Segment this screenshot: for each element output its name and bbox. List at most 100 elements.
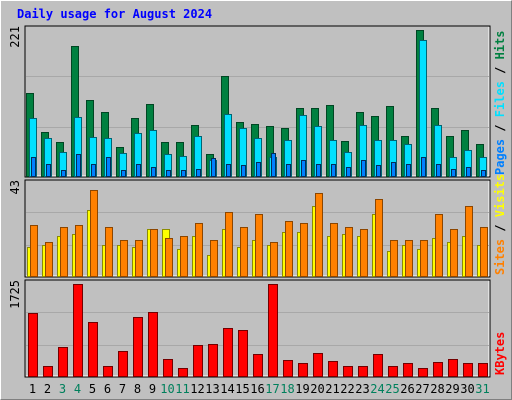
kbytes-bar	[358, 366, 368, 377]
sites-bar	[75, 225, 83, 277]
pages-bar	[436, 164, 441, 177]
sites-bar	[60, 227, 68, 277]
pages-bar	[361, 160, 366, 177]
x-tick-label: 2	[44, 382, 51, 396]
x-tick-label: 1	[29, 382, 36, 396]
x-tick-label: 22	[340, 382, 354, 396]
pages-bar	[466, 167, 471, 177]
sites-bar	[435, 214, 443, 277]
kbytes-bar	[328, 361, 338, 377]
kbytes-bar	[208, 344, 218, 377]
pages-bar	[421, 157, 426, 177]
pages-bar	[406, 164, 411, 177]
label-separator: /	[493, 217, 507, 239]
kbytes-bar	[313, 353, 323, 377]
pages-bar	[61, 170, 66, 177]
sites-bar	[165, 238, 173, 277]
ymax-label-visits-sites: 43	[8, 180, 22, 194]
pages-bar	[76, 154, 81, 177]
sites-bar	[390, 240, 398, 277]
x-tick-label: 4	[74, 382, 81, 396]
sites-bar	[210, 240, 218, 277]
kbytes-bar	[403, 363, 413, 377]
sites-bar	[225, 212, 233, 277]
series-label-kbytes: KBytes	[493, 332, 507, 375]
series-label-pages: Pages	[493, 139, 507, 175]
sites-bar	[285, 221, 293, 277]
sites-bar	[135, 240, 143, 277]
sites-bar	[240, 227, 248, 277]
sites-bar	[375, 199, 383, 277]
x-tick-label: 21	[325, 382, 339, 396]
kbytes-bar	[58, 347, 68, 377]
chart-title: Daily usage for August 2024	[17, 7, 213, 21]
x-tick-label: 27	[415, 382, 429, 396]
sites-bar	[90, 190, 98, 277]
kbytes-bar	[223, 328, 233, 377]
x-tick-label: 29	[445, 382, 459, 396]
x-tick-label: 12	[190, 382, 204, 396]
sites-bar	[420, 240, 428, 277]
pages-bar	[331, 164, 336, 177]
pages-bar	[136, 164, 141, 177]
pages-bar	[376, 165, 381, 177]
x-tick-label: 13	[205, 382, 219, 396]
pages-bar	[91, 164, 96, 177]
sites-bar	[195, 223, 203, 277]
kbytes-bar	[448, 359, 458, 377]
kbytes-bar	[73, 284, 83, 377]
label-separator: /	[493, 117, 507, 139]
x-tick-label: 25	[385, 382, 399, 396]
x-tick-label: 24	[370, 382, 384, 396]
x-tick-label: 26	[400, 382, 414, 396]
x-tick-label: 8	[134, 382, 141, 396]
x-tick-label: 11	[175, 382, 189, 396]
pages-bar	[211, 158, 216, 177]
sites-bar	[300, 223, 308, 277]
x-tick-label: 30	[460, 382, 474, 396]
sites-bar	[330, 223, 338, 277]
x-tick-label: 17	[265, 382, 279, 396]
pages-bar	[301, 160, 306, 177]
sites-bar	[45, 242, 53, 277]
sites-bar	[30, 225, 38, 277]
sites-bar	[450, 229, 458, 277]
kbytes-bar	[433, 362, 443, 377]
pages-bar	[196, 169, 201, 177]
kbytes-bar	[268, 284, 278, 377]
kbytes-bar	[283, 360, 293, 377]
right-label-hits-files-pages: Pages / Files / Hits	[493, 30, 507, 175]
pages-bar	[256, 162, 261, 177]
kbytes-bar	[388, 366, 398, 377]
sites-bar	[405, 240, 413, 277]
pages-bar	[151, 167, 156, 177]
pages-bar	[481, 170, 486, 177]
pages-bar	[181, 170, 186, 177]
series-label-visits: Visits	[493, 174, 507, 217]
x-tick-label: 31	[475, 382, 489, 396]
sites-bar	[480, 227, 488, 277]
pages-bar	[241, 165, 246, 177]
kbytes-bar	[148, 312, 158, 377]
x-tick-label: 20	[310, 382, 324, 396]
kbytes-bar	[88, 322, 98, 377]
sites-bar	[105, 227, 113, 277]
kbytes-bar	[478, 363, 488, 377]
sites-bar	[120, 240, 128, 277]
x-tick-label: 28	[430, 382, 444, 396]
ymax-label-hits-files-pages: 221	[8, 26, 22, 48]
pages-bar	[286, 164, 291, 177]
x-tick-label: 6	[104, 382, 111, 396]
sites-bar	[255, 214, 263, 277]
x-tick-label: 19	[295, 382, 309, 396]
kbytes-bar	[463, 363, 473, 377]
x-tick-label: 15	[235, 382, 249, 396]
kbytes-bar	[163, 359, 173, 377]
sites-bar	[360, 229, 368, 277]
pages-bar	[46, 164, 51, 177]
kbytes-bar	[343, 366, 353, 377]
series-label-hits: Hits	[493, 30, 507, 59]
sites-bar	[315, 193, 323, 277]
pages-bar	[451, 169, 456, 177]
